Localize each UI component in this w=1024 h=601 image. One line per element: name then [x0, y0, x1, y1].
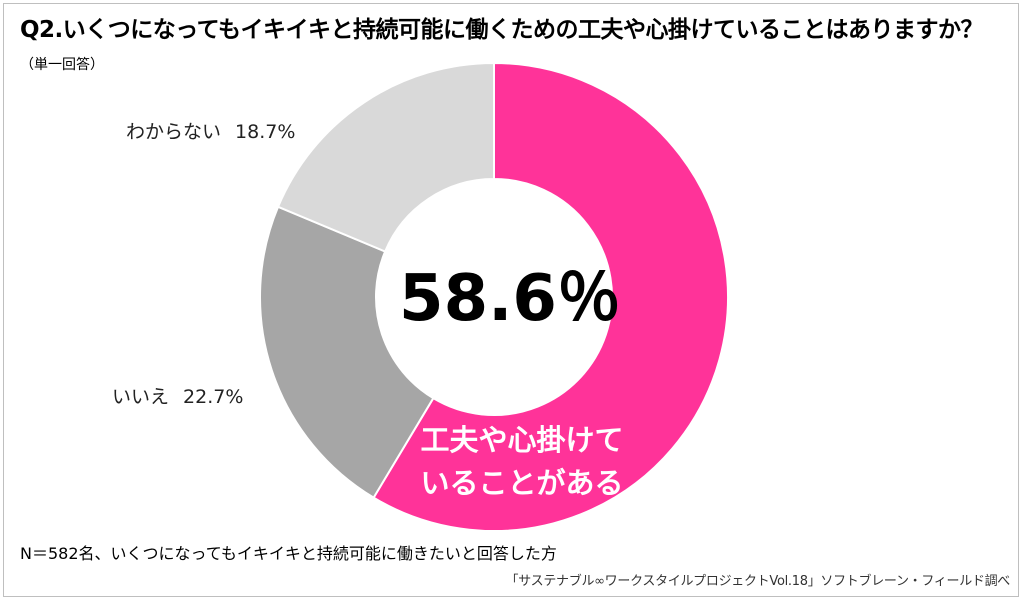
- footnote: N＝582名、いくつになってもイキイキと持続可能に働きたいと回答した方: [20, 544, 557, 563]
- donut-slice-dontknow: [276, 61, 495, 253]
- slice-label-dontknow-value: 18.7%: [235, 121, 295, 143]
- slice-label-yes-line2: いることがある: [420, 466, 623, 500]
- slice-label-no-name: いいえ: [112, 386, 169, 408]
- chart-frame: [3, 3, 1019, 597]
- donut-slice-no: [259, 205, 435, 500]
- slice-label-yes-line1: 工夫や心掛けて: [420, 423, 623, 457]
- question-text: Q2.いくつになってもイキイキと持続可能に働くための工夫や心掛けていることはあり…: [20, 17, 984, 43]
- slice-label-no-value: 22.7%: [183, 386, 243, 408]
- slice-label-no: いいえ 22.7%: [112, 386, 243, 408]
- center-percentage: 58.6％: [399, 262, 621, 336]
- donut-slice-yes: [372, 61, 729, 532]
- source-note: 「サステナブル∞ワークスタイルプロジェクトVol.18」ソフトブレーン・フィール…: [505, 574, 1011, 589]
- slice-label-dontknow: わからない 18.7%: [126, 121, 295, 143]
- question-note: （単一回答）: [20, 57, 104, 73]
- slice-label-dontknow-name: わからない: [126, 121, 221, 143]
- chart-title: Q2.いくつになってもイキイキと持続可能に働くための工夫や心掛けていることはあり…: [20, 14, 1010, 81]
